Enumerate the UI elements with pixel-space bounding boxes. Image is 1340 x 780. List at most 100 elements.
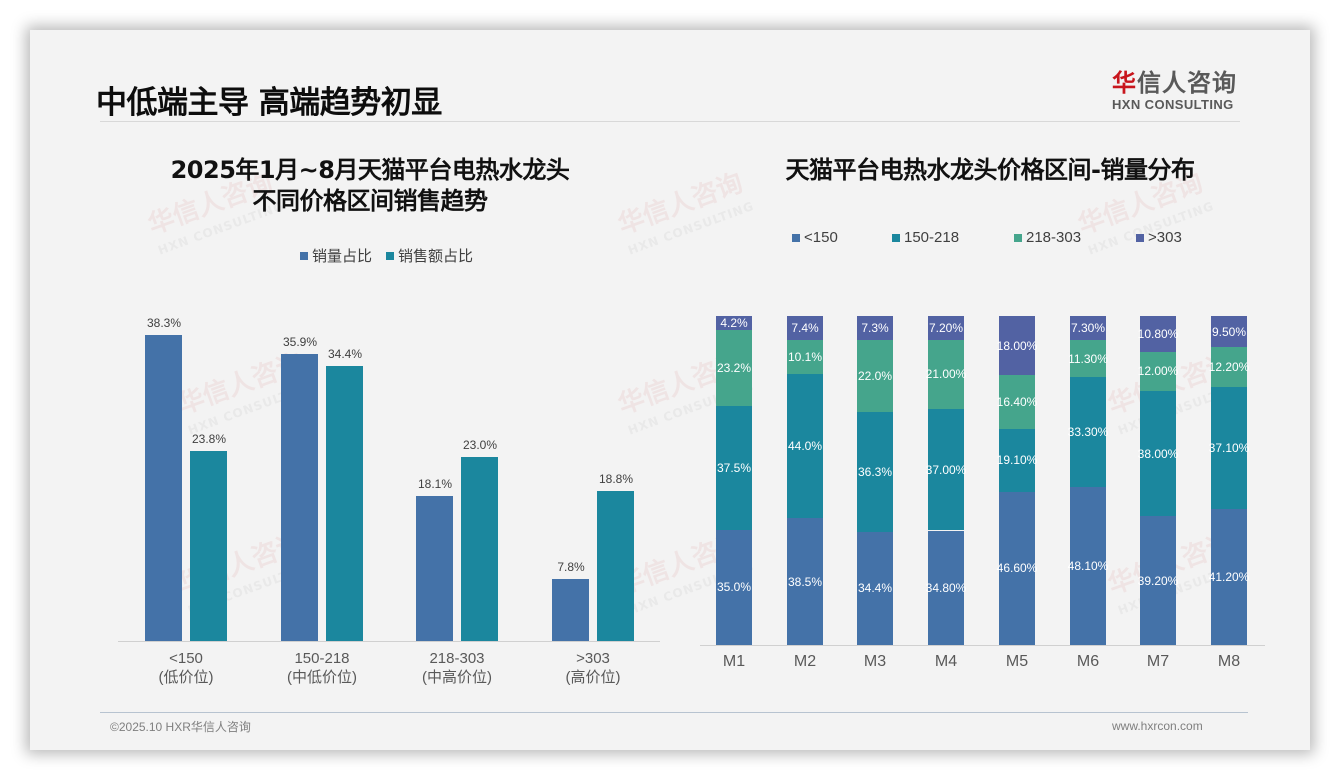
bar-segment [716, 316, 752, 330]
watermark-english: HXN CONSULTING [626, 198, 756, 258]
segment-value-label: 10.1% [787, 349, 823, 364]
legend-swatch-purple [1136, 233, 1144, 242]
bar-segment [1211, 347, 1247, 388]
segment-value-label: 7.3% [861, 321, 889, 335]
legend-label: >303 [1148, 229, 1182, 246]
segment-value-label: 7.30% [1070, 321, 1106, 335]
footer-website: www.hxrcon.com [1112, 719, 1203, 733]
bar-segment [716, 406, 752, 530]
segment-value-label: 19.10% [996, 453, 1038, 468]
segment-value-label: 33.30% [1067, 424, 1109, 439]
segment-value-label: 7.20% [928, 320, 964, 335]
category-range: 218-303 [429, 650, 485, 667]
category-label: 218-303 (中高价位) [402, 649, 512, 687]
left-chart-title: 2025年1月~8月天猫平台电热水龙头 不同价格区间销售趋势 [130, 155, 610, 217]
bar-revenue [190, 450, 227, 641]
bar-segment [716, 329, 752, 407]
segment-value-label: 37.00% [925, 462, 967, 477]
segment-value-label: 10.80% [1137, 326, 1179, 341]
bar-segment [716, 529, 752, 645]
bar-value-label: 23.8% [191, 431, 227, 446]
left-chart-legend: 销量占比 销售额占比 [300, 245, 473, 266]
bar-segment [1070, 486, 1106, 645]
bar-segment [1211, 509, 1247, 645]
legend-item-revenue-share: 销售额占比 [386, 245, 473, 266]
bar-volume [416, 496, 453, 641]
bar-segment [928, 530, 964, 645]
segment-value-label: 21.00% [925, 367, 967, 382]
segment-value-label: 46.60% [996, 561, 1038, 576]
segment-value-label: 38.00% [1137, 446, 1179, 461]
category-sublabel: (低价位) [158, 669, 214, 686]
segment-value-label: 37.10% [1208, 441, 1250, 456]
category-sublabel: (中高价位) [422, 669, 492, 686]
bar-volume [145, 334, 182, 641]
bar-segment [1140, 391, 1176, 517]
segment-value-label: 12.00% [1137, 364, 1179, 379]
month-label: M3 [863, 653, 887, 670]
bar-segment [999, 316, 1035, 376]
legend-swatch-blue [300, 251, 308, 260]
segment-value-label: 7.4% [791, 321, 819, 336]
left-chart-title-line1: 2025年1月~8月天猫平台电热水龙头 [170, 156, 570, 184]
segment-value-label: 16.40% [996, 395, 1038, 410]
category-range: >303 [576, 650, 610, 667]
month-label: M4 [934, 653, 958, 670]
bar-segment [1070, 316, 1106, 341]
stacked-bar-M3: 34.4% 36.3% 22.0% 7.3% [857, 316, 893, 645]
bar-value-label: 18.1% [417, 477, 453, 492]
segment-value-label: 23.2% [716, 361, 752, 376]
legend-swatch-blue [792, 233, 800, 242]
legend-swatch-teal [386, 251, 395, 260]
logo-name: 信人咨询 [1137, 69, 1237, 97]
month-label: M1 [722, 653, 746, 670]
stacked-bar-M7: 39.20% 38.00% 12.00% 10.80% [1138, 316, 1178, 645]
segment-value-label: 4.2% [720, 315, 748, 330]
footer-copyright: ©2025.10 HXR华信人咨询 [110, 720, 251, 734]
footer-divider [100, 712, 1248, 713]
page-title: 中低端主导 高端趋势初显 [96, 85, 442, 121]
category-range: 150-218 [294, 650, 350, 667]
segment-value-label: 9.50% [1211, 324, 1247, 339]
legend-item-lt150: <150 [792, 229, 892, 246]
category-label: >303 (高价位) [538, 649, 648, 687]
left-chart-x-axis [118, 641, 660, 642]
bar-segment [928, 408, 964, 531]
legend-label: <150 [804, 229, 838, 246]
segment-value-label: 39.20% [1137, 573, 1179, 588]
legend-label: 销量占比 [312, 248, 373, 265]
bar-value-label: 34.4% [327, 347, 363, 362]
bar-segment [857, 531, 893, 645]
bar-segment [1211, 387, 1247, 510]
segment-value-label: 36.3% [857, 465, 893, 480]
bar-value-label: 18.8% [598, 471, 634, 486]
company-logo: 华信人咨询 HXN CONSULTING [1112, 63, 1252, 112]
bar-segment [1140, 351, 1176, 391]
segment-value-label: 48.10% [1067, 558, 1109, 573]
bar-revenue [461, 457, 498, 641]
segment-value-label: 12.20% [1208, 360, 1250, 375]
bar-value-label: 7.8% [557, 559, 585, 574]
bar-segment [787, 340, 823, 374]
segment-value-label: 34.80% [925, 580, 967, 595]
segment-value-label: 35.0% [716, 580, 752, 595]
stacked-bar-M4: 34.80% 37.00% 21.00% 7.20% [926, 316, 966, 645]
logo-mark: 华 [1112, 69, 1137, 97]
bar-segment [1211, 316, 1247, 348]
legend-label: 150-218 [904, 229, 960, 246]
segment-value-label: 11.30% [1068, 351, 1108, 366]
legend-item-gt303: >303 [1136, 229, 1182, 246]
stacked-bar-M5: 46.60% 19.10% 16.40% 18.00% [997, 316, 1037, 645]
legend-swatch-teal [892, 233, 900, 242]
bar-segment [857, 316, 893, 341]
bar-segment [999, 491, 1035, 645]
legend-swatch-green [1014, 233, 1022, 242]
bar-segment [1070, 377, 1106, 487]
bar-revenue [597, 490, 634, 641]
segment-value-label: 37.5% [716, 460, 752, 475]
bar-segment [928, 316, 964, 340]
stacked-bar-M8: 41.20% 37.10% 12.20% 9.50% [1209, 316, 1249, 645]
bar-revenue [326, 366, 363, 641]
bar-segment [787, 316, 823, 341]
month-label: M7 [1146, 653, 1170, 670]
